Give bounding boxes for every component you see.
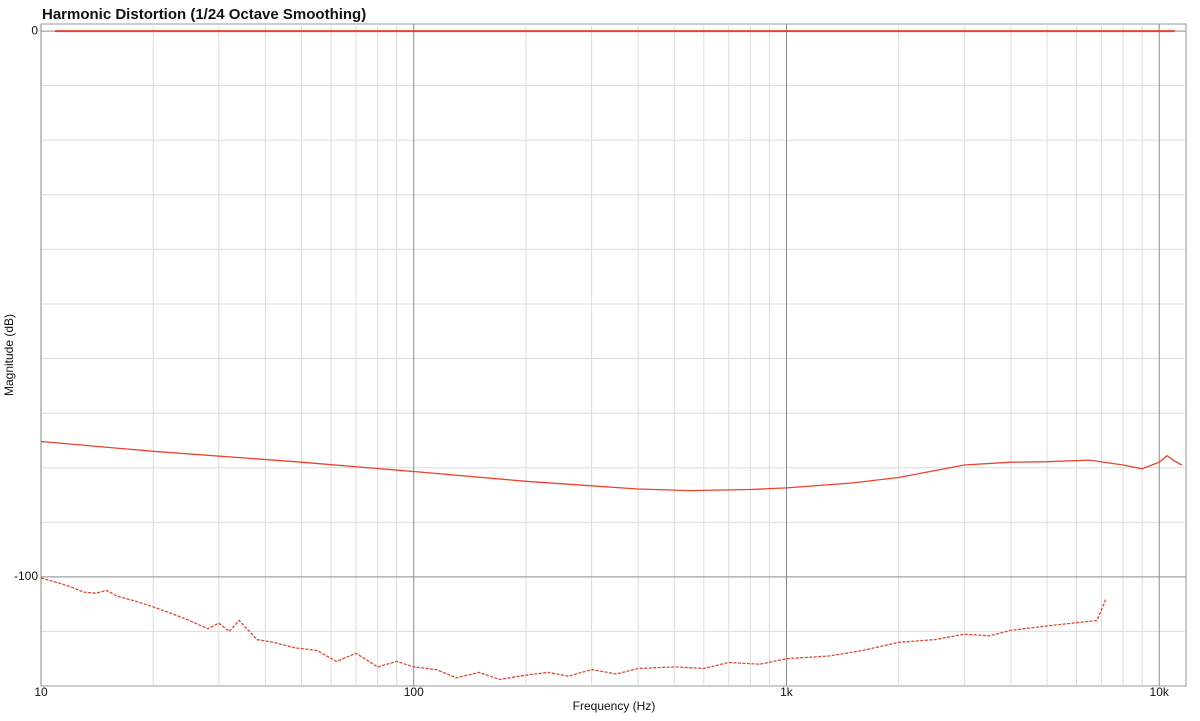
x-tick-label: 10k [1150, 685, 1170, 699]
y-axis-label: Magnitude (dB) [2, 314, 16, 396]
x-tick-label: 1k [780, 685, 794, 699]
plot-frame [40, 23, 1187, 687]
x-tick-label: 100 [404, 685, 424, 699]
series-line [40, 440, 1183, 492]
series-line [40, 577, 1107, 681]
x-tick-label: 10 [34, 685, 48, 699]
y-tick-label: 0 [31, 23, 38, 37]
x-axis-label: Frequency (Hz) [573, 699, 656, 713]
chart-title: Harmonic Distortion (1/24 Octave Smoothi… [42, 6, 366, 23]
y-tick-label: -100 [14, 569, 38, 583]
